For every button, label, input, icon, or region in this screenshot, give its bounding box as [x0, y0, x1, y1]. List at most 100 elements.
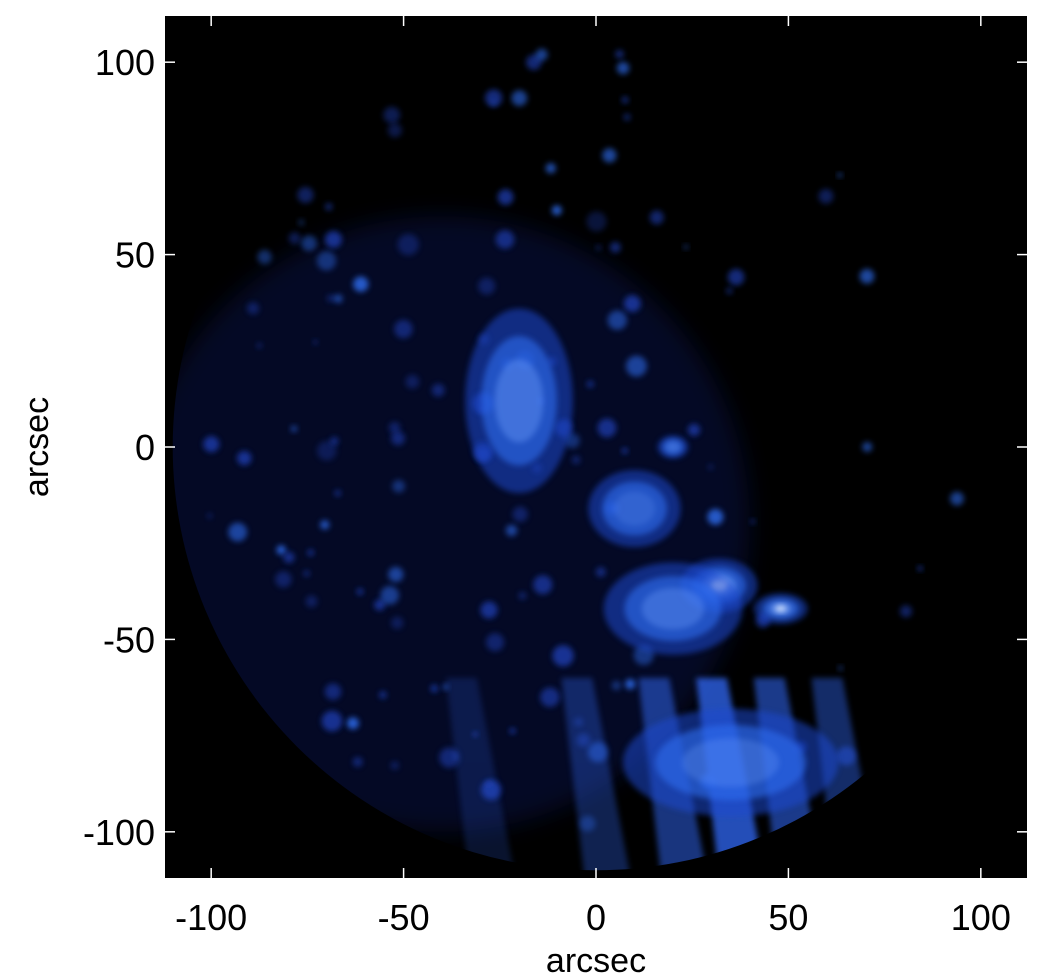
faint-knot [374, 599, 386, 611]
faint-knot [405, 374, 420, 389]
faint-knot [324, 683, 342, 700]
x-tick-label: -50 [378, 897, 430, 938]
faint-knot [484, 89, 503, 107]
faint-knot [356, 588, 364, 595]
faint-knot [838, 665, 843, 671]
faint-knot [397, 233, 419, 256]
faint-knot [624, 678, 636, 690]
faint-knot [586, 380, 594, 388]
faint-knot [480, 601, 498, 619]
faint-knot [609, 241, 621, 253]
faint-knot [545, 163, 556, 174]
emission-level [682, 738, 780, 787]
y-tick-label: 50 [115, 235, 155, 276]
faint-knot [621, 96, 629, 104]
faint-knot [390, 616, 404, 630]
faint-knot [378, 690, 387, 699]
faint-knot [276, 545, 286, 555]
faint-knot [586, 211, 607, 232]
core-extension [603, 562, 743, 655]
x-axis-label: arcsec [546, 942, 646, 980]
faint-knot [726, 287, 733, 295]
faint-knot [859, 268, 875, 284]
faint-knot [206, 512, 213, 519]
faint-knot [535, 48, 548, 61]
faint-knot [602, 148, 617, 163]
faint-knot [430, 684, 439, 693]
faint-knot [707, 464, 714, 470]
emission-level [666, 441, 680, 453]
emission-level [613, 491, 656, 526]
faint-knot [298, 219, 305, 226]
faint-knot [394, 319, 413, 339]
faint-knot [621, 447, 628, 454]
faint-knot [303, 570, 310, 577]
faint-knot [283, 551, 295, 564]
faint-knot [478, 277, 496, 295]
faint-knot [505, 524, 518, 537]
faint-knot [595, 244, 602, 251]
faint-knot [899, 605, 913, 618]
y-axis-label: arcsec [18, 397, 56, 497]
faint-knot [307, 549, 314, 557]
faint-knot [330, 436, 339, 446]
southern-streaks [622, 708, 839, 817]
faint-knot [533, 575, 553, 595]
faint-knot [334, 489, 342, 497]
y-tick-label: 100 [95, 42, 155, 83]
faint-knot [320, 520, 330, 530]
faint-knot [388, 566, 404, 583]
emission-level [774, 605, 787, 613]
y-tick-label: -100 [83, 812, 155, 853]
faint-knot [228, 522, 248, 542]
faint-knot [595, 566, 606, 577]
faint-knot [511, 90, 528, 107]
faint-knot [551, 205, 562, 216]
faint-knot [352, 756, 363, 767]
faint-knot [727, 268, 745, 286]
faint-knot [237, 450, 252, 466]
faint-knot [333, 294, 343, 304]
southern-streak [445, 677, 516, 871]
faint-knot [326, 294, 335, 303]
faint-knot [301, 235, 317, 252]
faint-knot [346, 717, 359, 730]
faint-knot [750, 519, 756, 525]
faint-knot [607, 310, 628, 330]
faint-knot [571, 455, 581, 465]
faint-knot [950, 491, 964, 506]
faint-knot [509, 727, 516, 734]
faint-knot [623, 113, 631, 121]
y-tick-label: 0 [135, 427, 155, 468]
faint-knot [495, 230, 515, 249]
faint-knot [353, 276, 369, 292]
faint-knot [203, 436, 220, 453]
faint-knot [324, 230, 343, 249]
faint-knot [616, 61, 630, 75]
faint-knot [439, 747, 460, 768]
faint-knot [649, 210, 664, 225]
faint-knot [518, 591, 527, 600]
faint-knot [246, 302, 260, 315]
central-bridge [588, 470, 681, 548]
faint-knot [392, 479, 406, 493]
faint-knot [597, 418, 617, 438]
faint-knot [391, 431, 405, 446]
x-tick-label: 50 [768, 897, 808, 938]
faint-knot [683, 244, 689, 250]
faint-knot [611, 680, 622, 691]
emission-level [641, 587, 705, 630]
x-tick-label: 100 [951, 897, 1011, 938]
faint-knot [917, 565, 923, 571]
faint-knot [552, 645, 574, 667]
faint-knot [497, 189, 514, 206]
faint-knot [615, 49, 624, 59]
faint-knot [321, 710, 343, 732]
faint-knot [383, 106, 401, 124]
faint-knot [290, 425, 298, 433]
faint-knot [288, 232, 301, 245]
faint-knot [387, 123, 403, 138]
faint-knot [316, 251, 337, 271]
faint-knot [325, 203, 333, 211]
